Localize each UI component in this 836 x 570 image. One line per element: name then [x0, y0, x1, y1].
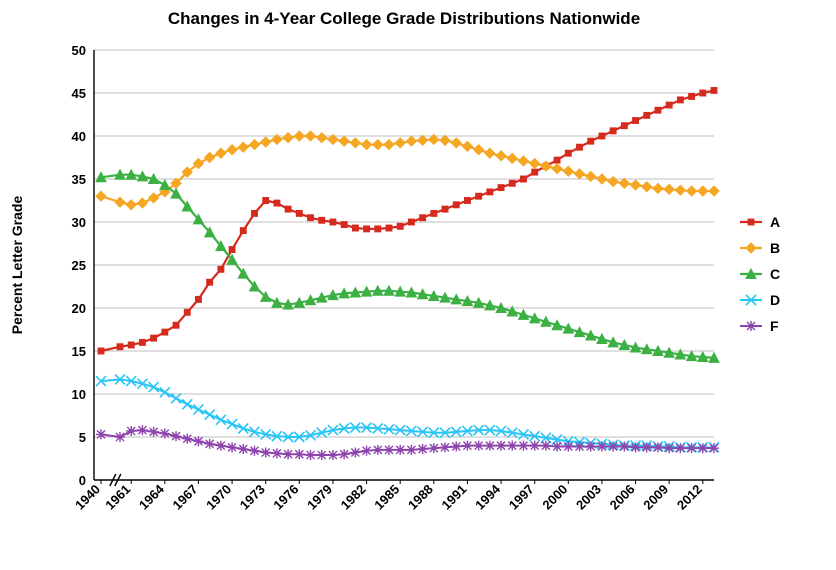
- chart-container: Changes in 4-Year College Grade Distribu…: [0, 0, 836, 570]
- y-tick-label: 5: [79, 430, 86, 445]
- y-tick-label: 10: [72, 387, 86, 402]
- legend-label-F: F: [770, 318, 779, 334]
- legend-label-D: D: [770, 292, 780, 308]
- y-tick-label: 20: [72, 301, 86, 316]
- y-tick-label: 0: [79, 473, 86, 488]
- y-tick-label: 50: [72, 43, 86, 58]
- y-tick-label: 25: [72, 258, 86, 273]
- chart-title: Changes in 4-Year College Grade Distribu…: [168, 9, 640, 28]
- y-tick-label: 45: [72, 86, 86, 101]
- legend-label-C: C: [770, 266, 780, 282]
- y-tick-label: 35: [72, 172, 86, 187]
- y-tick-label: 40: [72, 129, 86, 144]
- legend-label-A: A: [770, 214, 780, 230]
- y-tick-label: 30: [72, 215, 86, 230]
- y-tick-label: 15: [72, 344, 86, 359]
- legend-label-B: B: [770, 240, 780, 256]
- chart-svg: Changes in 4-Year College Grade Distribu…: [0, 0, 836, 570]
- y-axis-label: Percent Letter Grade: [9, 196, 25, 335]
